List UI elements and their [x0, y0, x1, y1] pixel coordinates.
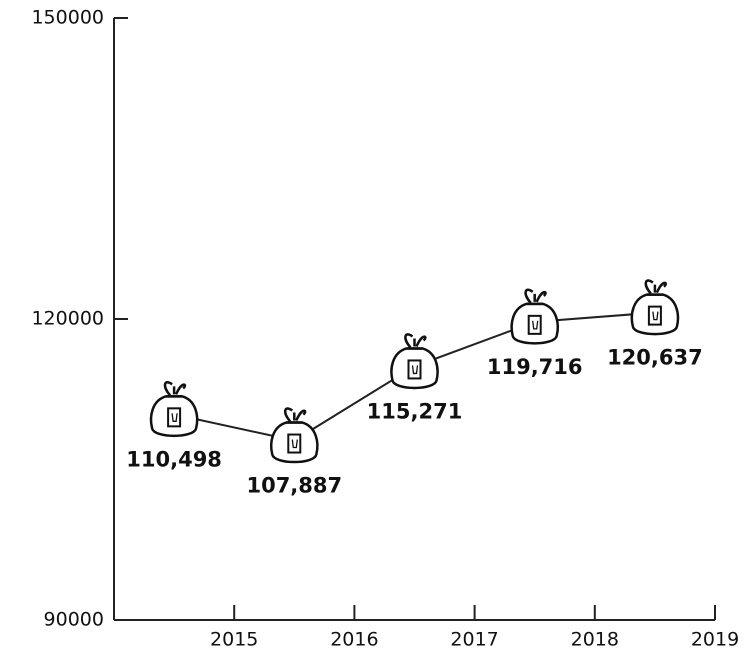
bag-body	[149, 395, 199, 438]
bag-body	[510, 302, 559, 345]
bag-body	[270, 421, 319, 464]
value-label: 115,271	[367, 399, 463, 423]
bag-tag-mark	[652, 311, 659, 321]
y-tick-label: 150000	[31, 7, 104, 29]
value-label: 110,498	[126, 447, 222, 471]
y-tick-label: 120000	[31, 308, 104, 330]
x-tick-label: 2016	[330, 629, 378, 651]
value-label: 120,637	[607, 346, 703, 370]
bag-knot	[404, 333, 427, 350]
bag-tag	[167, 407, 182, 428]
value-label: 119,716	[487, 355, 583, 379]
y-tick-label: 90000	[44, 609, 104, 631]
bag-tag	[287, 433, 302, 454]
bag-tag-mark	[411, 365, 419, 375]
x-tick-label: 2015	[210, 629, 258, 651]
bag-body	[390, 347, 439, 390]
bag-knot	[644, 279, 668, 296]
bag-tag	[407, 359, 422, 380]
bag-knot	[163, 381, 187, 398]
bag-knot	[524, 288, 547, 306]
bag-tag-mark	[171, 413, 178, 422]
x-tick-label: 2018	[571, 629, 619, 651]
bag-tag	[647, 305, 662, 326]
bag-tag-mark	[291, 439, 298, 449]
bag-tag-mark	[532, 320, 539, 330]
x-tick-label: 2019	[691, 629, 739, 651]
money-bag	[270, 407, 319, 464]
bag-knot	[284, 407, 307, 424]
x-tick-label: 2017	[450, 629, 498, 651]
value-label: 107,887	[246, 474, 342, 498]
bag-tag	[527, 314, 542, 335]
money-bag	[630, 279, 680, 336]
money-bag	[390, 333, 439, 390]
bag-body	[630, 293, 680, 336]
money-bag	[149, 381, 199, 438]
money-bag	[510, 288, 559, 345]
